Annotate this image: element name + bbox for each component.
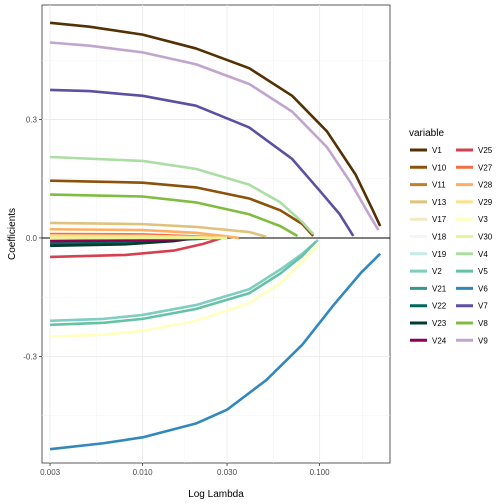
legend-label-v21: V21 bbox=[432, 284, 447, 293]
series-line-v1 bbox=[49, 21, 382, 227]
x-axis-title: Log Lambda bbox=[188, 489, 244, 500]
legend-label-v13: V13 bbox=[432, 198, 447, 207]
y-tick-label: 0.3 bbox=[26, 116, 38, 125]
series-line-v8 bbox=[50, 193, 299, 238]
series-line-v13 bbox=[50, 221, 267, 239]
legend-label-v3: V3 bbox=[478, 215, 488, 224]
series-line-v7 bbox=[50, 88, 355, 237]
legend-label-v28: V28 bbox=[478, 181, 493, 190]
legend-label-v18: V18 bbox=[432, 233, 447, 242]
legend-label-v29: V29 bbox=[478, 198, 493, 207]
legend-label-v1: V1 bbox=[432, 146, 442, 155]
legend-label-v30: V30 bbox=[478, 233, 493, 242]
legend-label-v2: V2 bbox=[432, 267, 442, 276]
x-tick-label: 0.030 bbox=[217, 468, 238, 477]
legend-label-v7: V7 bbox=[478, 302, 488, 311]
legend-label-v8: V8 bbox=[478, 319, 488, 328]
legend: variable V1 V10 V11 V13 V17 V18 V19 V2 V21 V22 V23… bbox=[409, 128, 493, 345]
y-axis-title: Coefficients bbox=[7, 208, 18, 260]
series-line-v28 bbox=[50, 227, 240, 240]
y-tick-label: -0.3 bbox=[23, 352, 37, 361]
legend-label-v23: V23 bbox=[432, 319, 447, 328]
axis-layer: 0.003 0.010 0.030 0.100 -0.3 0.0 0.3 bbox=[23, 116, 330, 478]
legend-label-v11: V11 bbox=[432, 181, 446, 190]
series-line-v4 bbox=[50, 155, 315, 235]
x-tick-label: 0.100 bbox=[310, 468, 331, 477]
legend-label-v4: V4 bbox=[478, 250, 488, 259]
x-tick-label: 0.003 bbox=[40, 468, 61, 477]
series-line-v10 bbox=[50, 179, 315, 237]
series-line-v3 bbox=[50, 242, 321, 338]
legend-label-v19: V19 bbox=[432, 250, 447, 259]
series-layer bbox=[49, 21, 382, 451]
series-line-v9 bbox=[49, 41, 380, 231]
watermark: 知乎 @阿越就是我 bbox=[366, 472, 474, 488]
legend-label-v6: V6 bbox=[478, 284, 488, 293]
series-line-v25 bbox=[50, 236, 223, 259]
legend-label-v10: V10 bbox=[432, 163, 447, 172]
legend-label-v22: V22 bbox=[432, 302, 447, 311]
legend-label-v5: V5 bbox=[478, 267, 488, 276]
legend-title: variable bbox=[409, 128, 444, 139]
series-line-v2 bbox=[50, 238, 319, 323]
y-tick-label: 0.0 bbox=[26, 234, 38, 243]
x-tick-label: 0.010 bbox=[133, 468, 154, 477]
legend-label-v9: V9 bbox=[478, 336, 488, 345]
series-line-v5 bbox=[50, 241, 317, 327]
legend-label-v25: V25 bbox=[478, 146, 493, 155]
legend-label-v24: V24 bbox=[432, 336, 447, 345]
legend-label-v27: V27 bbox=[478, 163, 493, 172]
legend-label-v17: V17 bbox=[432, 215, 447, 224]
series-line-v6 bbox=[49, 252, 382, 451]
